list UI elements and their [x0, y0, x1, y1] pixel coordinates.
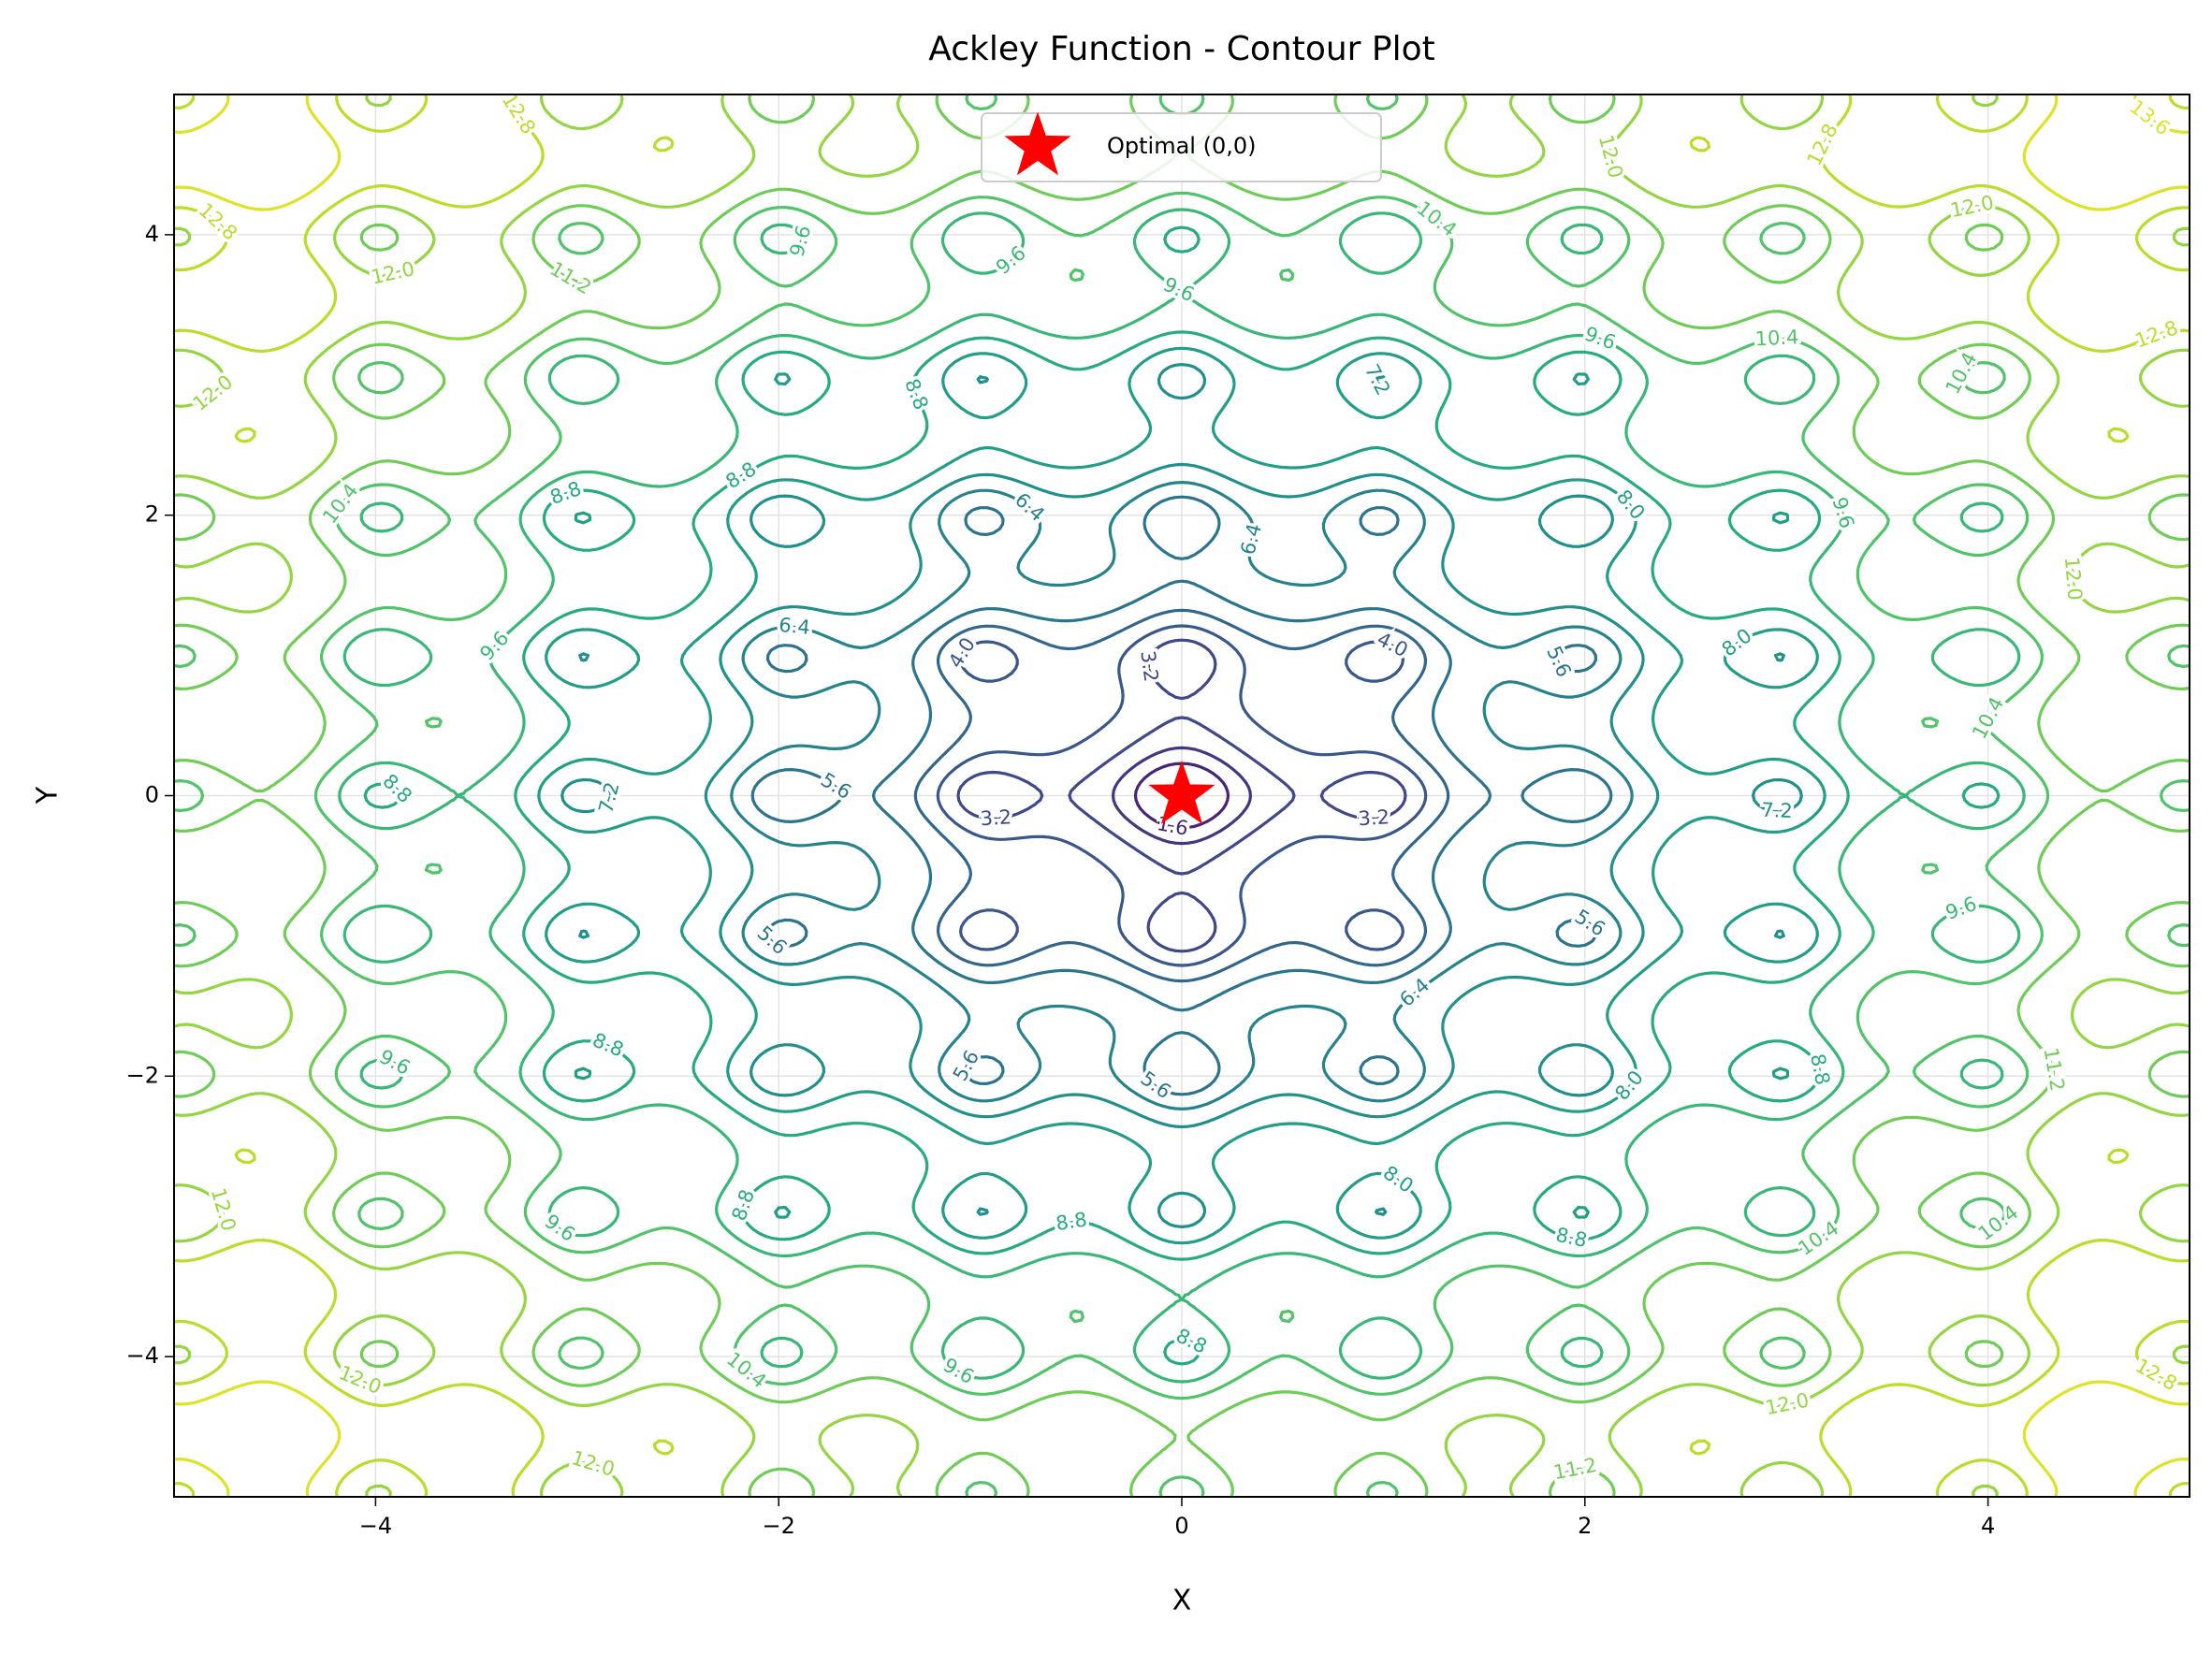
- contour-line: [1133, 762, 1230, 830]
- contour-line: [174, 94, 2190, 1497]
- y-tick-label: −2: [126, 1062, 159, 1088]
- contour-line: [936, 624, 1428, 967]
- contour-label: 10.4: [1754, 326, 1799, 350]
- contour-label: 3.2: [1358, 805, 1390, 830]
- contour-label: 12.0: [2060, 556, 2087, 602]
- x-tick-label: −4: [359, 1513, 392, 1539]
- contour-line: [956, 638, 1407, 953]
- contour-line: [1112, 746, 1252, 846]
- contour-line: [560, 363, 1803, 1228]
- x-tick-label: −2: [763, 1513, 795, 1539]
- x-tick-label: 4: [1981, 1513, 1995, 1539]
- contour-line: [174, 94, 2190, 1497]
- x-tick-label: 2: [1578, 1513, 1592, 1539]
- y-tick-label: 2: [145, 501, 159, 528]
- contour-label: 8.8: [1055, 1208, 1089, 1235]
- contour-line: [174, 94, 2190, 1497]
- contour-set: [174, 94, 2190, 1497]
- legend-frame: [981, 112, 1382, 182]
- contour-line: [913, 608, 1450, 983]
- contour-line: [537, 346, 1826, 1245]
- contour-line: [174, 94, 2190, 1497]
- contour-line: [363, 225, 2001, 1366]
- contour-label: 7.2: [1761, 799, 1793, 822]
- contour-line: [750, 495, 1613, 1096]
- x-tick-label: 0: [1174, 1513, 1188, 1539]
- legend-label: Optimal (0,0): [1107, 133, 1256, 159]
- legend: Optimal (0,0): [981, 111, 1382, 182]
- contour-line: [338, 208, 2026, 1384]
- markers: [1148, 760, 1215, 824]
- contour-label: 3.2: [980, 805, 1012, 830]
- y-tick-label: −4: [126, 1342, 159, 1369]
- y-tick-label: 0: [145, 782, 159, 808]
- contour-label: 3.2: [1136, 649, 1162, 683]
- contour-line: [174, 94, 2190, 1497]
- contour-line: [730, 481, 1634, 1110]
- legend-marker: [1004, 111, 1071, 176]
- chart-title: Ackley Function - Contour Plot: [928, 30, 1435, 68]
- optimal-marker: [1148, 760, 1215, 824]
- y-tick-label: 4: [145, 221, 159, 247]
- y-axis-label: Y: [32, 786, 65, 805]
- contour-label: 6.4: [778, 614, 811, 639]
- ticks: −4 −2 0 2 4 −4 −2 0 2 4: [126, 221, 1996, 1539]
- x-axis-label: X: [1172, 1585, 1192, 1618]
